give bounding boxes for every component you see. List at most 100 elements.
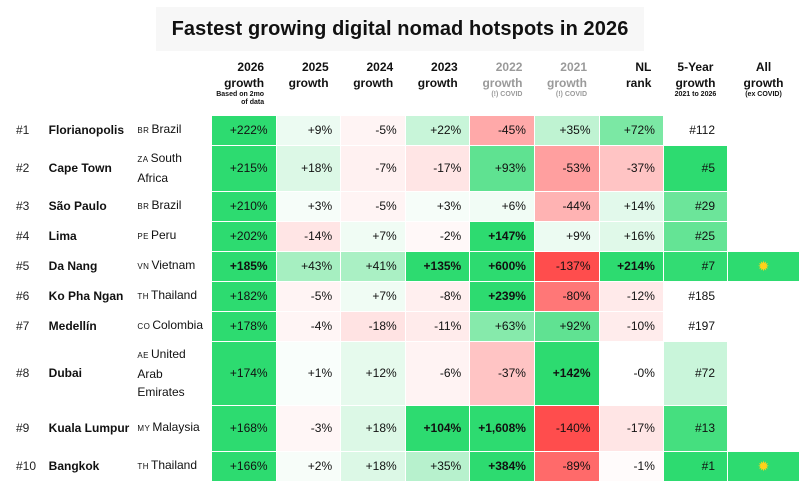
five-year-rank-cell: #5 <box>662 144 729 192</box>
value-cell-g2022: +63% <box>469 310 535 342</box>
value-cell-g2021: -140% <box>533 404 600 452</box>
country-name: South Africa <box>137 151 182 185</box>
value-g2025: +9% <box>307 123 333 137</box>
all-growth-cell <box>727 340 800 406</box>
growth-table: 2026 growth Based on 2mo of data 2025 growth… <box>0 55 800 482</box>
value-g2024: +7% <box>372 289 397 303</box>
value-nl: +214% <box>617 259 655 273</box>
value-g2022: +1,608% <box>478 421 526 435</box>
value-cell-g2022: +6% <box>469 190 535 222</box>
value-g2023: +22% <box>430 123 462 137</box>
all-growth-cell: ✹ <box>727 250 800 282</box>
value-cell-g2025: +1% <box>275 340 342 406</box>
country-cell: MY Malaysia <box>134 405 212 451</box>
column-header-label: 2024 <box>366 60 394 74</box>
five-year-rank-cell: #29 <box>662 190 729 222</box>
value-g2022: +384% <box>488 459 526 473</box>
city-cell: Da Nang <box>46 251 134 281</box>
value-cell-nl: -12% <box>598 280 664 312</box>
column-header-note: (!) COVID <box>555 91 587 98</box>
five-year-rank: #29 <box>694 199 716 213</box>
rank-cell: #10 <box>1 451 47 481</box>
value-g2025: -14% <box>304 229 333 243</box>
value-cell-g2021: +35% <box>533 114 600 146</box>
all-growth-cell <box>727 280 800 312</box>
country-code: TH <box>137 462 149 471</box>
column-header-label: 2023 <box>431 60 458 74</box>
city-cell: Florianopolis <box>46 115 134 145</box>
value-g2025: +43% <box>301 259 333 273</box>
country-name: Brazil <box>151 122 182 136</box>
country-cell: TH Thailand <box>134 281 212 311</box>
column-header-g2026: 2026 growth Based on 2mo of data <box>212 55 277 115</box>
value-g2026: +222% <box>229 123 268 137</box>
column-header-label2: growth <box>224 76 265 90</box>
country-name: Colombia <box>152 318 204 332</box>
value-cell-g2023: +35% <box>404 450 471 482</box>
all-growth-cell <box>727 310 800 342</box>
value-g2026: +210% <box>229 199 268 213</box>
table-row: #3 São Paulo BR Brazil +210% +3% -5% +3% +6% -44%… <box>1 190 800 222</box>
sun-icon: ✹ <box>757 258 770 274</box>
table-row: #9 Kuala Lumpur MY Malaysia +168% -3% +18% +104… <box>1 404 800 452</box>
value-g2024: -5% <box>375 199 397 213</box>
rank-label: #5 <box>16 259 30 273</box>
value-cell-g2021: -89% <box>533 450 600 482</box>
rank-label: #10 <box>16 459 37 473</box>
value-cell-g2021: -44% <box>533 190 600 222</box>
value-cell-nl: -17% <box>598 404 664 452</box>
column-header-label2: growth <box>547 76 587 90</box>
country-name: United Arab Emirates <box>137 347 186 399</box>
country-cell: ZA South Africa <box>134 145 212 191</box>
rank-label: #9 <box>16 421 30 435</box>
rank-cell: #1 <box>1 115 47 145</box>
value-cell-g2023: -11% <box>404 310 471 342</box>
country-name: Brazil <box>151 198 182 212</box>
value-g2022: +239% <box>488 289 526 303</box>
value-g2024: -5% <box>375 123 397 137</box>
city-cell: Lima <box>46 221 134 251</box>
country-name: Malaysia <box>152 420 200 434</box>
value-g2021: -140% <box>555 421 591 435</box>
sun-icon: ✹ <box>757 458 770 474</box>
value-g2021: -89% <box>562 459 591 473</box>
value-cell-g2021: -80% <box>533 280 600 312</box>
value-g2024: +7% <box>372 229 397 243</box>
column-header-label2: growth <box>353 76 394 90</box>
value-cell-g2026: +185% <box>211 250 277 282</box>
value-g2022: -45% <box>497 123 526 137</box>
table-row: #6 Ko Pha Ngan TH Thailand +182% -5% +7% -8% +23… <box>1 280 800 312</box>
value-cell-g2024: -5% <box>340 190 406 222</box>
value-cell-g2022: +239% <box>469 280 535 312</box>
column-header-label2: growth <box>675 76 716 90</box>
value-cell-g2025: -3% <box>275 404 342 452</box>
value-g2026: +182% <box>229 289 268 303</box>
value-g2021: +35% <box>559 123 591 137</box>
column-header-label: 2021 <box>560 60 587 74</box>
value-cell-g2022: +1,608% <box>469 404 535 452</box>
rank-cell: #4 <box>1 221 47 251</box>
city-cell: Cape Town <box>46 145 134 191</box>
value-cell-g2023: -17% <box>404 144 471 192</box>
value-cell-g2022: -37% <box>469 340 535 406</box>
value-cell-g2021: -53% <box>533 144 600 192</box>
table-row: #4 Lima PE Peru +202% -14% +7% -2% +147% +9% +16% #… <box>1 220 800 252</box>
city-cell: Dubai <box>46 341 134 405</box>
rank-cell: #3 <box>1 191 47 221</box>
city-cell: Bangkok <box>46 451 134 481</box>
column-header-all: All growth (ex COVID) <box>728 55 800 115</box>
value-cell-g2025: +2% <box>275 450 342 482</box>
city-name: Ko Pha Ngan <box>48 288 124 303</box>
value-cell-g2024: +7% <box>340 280 406 312</box>
country-cell: BR Brazil <box>134 115 212 145</box>
value-nl: -17% <box>626 421 655 435</box>
column-header-label: NL <box>635 60 652 74</box>
country-name: Vietnam <box>151 258 196 272</box>
value-g2023: +35% <box>430 459 462 473</box>
value-cell-g2022: +147% <box>469 220 535 252</box>
column-header-label2: rank <box>626 76 652 90</box>
value-cell-g2023: +3% <box>404 190 471 222</box>
column-header-label: 2026 <box>237 60 265 74</box>
value-nl: -10% <box>626 319 655 333</box>
five-year-rank-cell: #185 <box>662 280 729 312</box>
